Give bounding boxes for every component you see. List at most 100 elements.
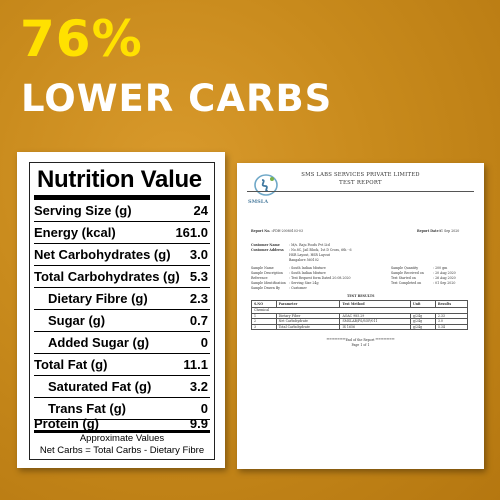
row-value: 2.3 [189, 291, 208, 306]
logo-text: SMSLA [248, 199, 269, 205]
lab-test-report: SMSLA SMS LABS SERVICES PRIVATE LIMITED … [237, 163, 484, 469]
table-header-row: S.NO Parameter Test Method Unit Results [251, 300, 469, 308]
net-carbs-formula: Net Carbs = Total Carbs - Dietary Fibre [39, 445, 205, 456]
nutrition-row: Sugar (g) 0.7 [34, 310, 210, 332]
nutrition-facts-box: Nutrition Value Serving Size (g) 24 Ener… [29, 162, 215, 460]
row-value: 5.3 [189, 269, 208, 284]
nutrition-row: Serving Size (g) 24 [34, 200, 210, 222]
row-label: Total Fat (g) [34, 357, 108, 372]
row-label: Protein (g) [34, 415, 99, 431]
row-value: 0.7 [189, 313, 208, 328]
nutrition-row: Added Sugar (g) 0 [34, 332, 210, 354]
table-section-row: Chemical [251, 307, 468, 314]
nutrition-row: Total Carbohydrates (g) 5.3 [34, 266, 210, 288]
row-label: Total Carbohydrates (g) [34, 269, 180, 284]
nutrition-footnote: Approximate Values [79, 433, 165, 444]
test-started-label: Test Started on [391, 276, 416, 280]
sample-identification-label: Sample Identification [251, 281, 286, 285]
table-cell: g/24g [409, 323, 436, 331]
nutrition-title: Nutrition Value [37, 166, 202, 193]
row-value: 11.1 [183, 357, 208, 372]
table-cell: AOAC 985.29 [339, 312, 411, 320]
sample-drawn-label: Sample Drawn By [251, 286, 280, 290]
table-cell: 5.34 [434, 323, 469, 331]
row-label: Serving Size (g) [34, 203, 132, 218]
test-completed: : 01 Sep 2020 [433, 281, 456, 285]
end-of-report: ************End of the Report **********… [326, 338, 395, 342]
header-cell: Unit [409, 300, 436, 308]
customer-address: : No.8C, Jail Block, 1st D Cross, 6th - … [289, 248, 352, 252]
table-row: 3 Total Carbohydrate IS 1656 g/24g 5.34 [251, 323, 469, 331]
sample-description: : South Indian Mixture [289, 271, 326, 275]
sample-received-label: Sample Received on [391, 271, 424, 275]
table-row: 2 Net Carbohydrate SMSLAB/FS/SOP/011 g/2… [251, 318, 469, 325]
thick-divider [34, 195, 210, 200]
report-date-label: Report Date : [417, 229, 441, 233]
sample-name: : South Indian Mixture [289, 266, 326, 270]
nutrition-row: Total Fat (g) 11.1 [34, 354, 210, 376]
reference: : Test Request form Dated 20.08.2020 [289, 276, 351, 280]
row-value: 161.0 [175, 225, 208, 240]
header-rule [247, 191, 474, 192]
report-title: TEST REPORT [339, 180, 382, 186]
row-value: 3.2 [189, 379, 208, 394]
sample-identification: : Serving Size 24g [289, 281, 319, 285]
sample-name-label: Sample Name [251, 266, 274, 270]
customer-name-label: Customer Name [251, 243, 280, 247]
sample-drawn: : Customer [289, 286, 307, 290]
row-label: Net Carbohydrates (g) [34, 247, 171, 262]
sample-received: : 20 Aug 2020 [433, 271, 456, 275]
row-value: 9.9 [189, 415, 208, 431]
lab-logo-icon [254, 174, 278, 196]
thick-divider [34, 430, 210, 433]
sample-description-label: Sample Description [251, 271, 283, 275]
row-label: Saturated Fat (g) [48, 379, 152, 394]
nutrition-row: Trans Fat (g) 0 [34, 398, 210, 420]
test-started: : 26 Aug 2020 [433, 276, 456, 280]
row-label: Dietary Fibre (g) [48, 291, 148, 306]
customer-address: HSR Layout, HSR Layout [289, 253, 330, 257]
nutrition-row: Energy (kcal) 161.0 [34, 222, 210, 244]
table-cell: 2.33 [434, 312, 469, 320]
row-label: Trans Fat (g) [48, 401, 127, 416]
report-no: FDH-20080103-03 [273, 229, 303, 233]
row-value: 0 [200, 335, 208, 350]
header-cell: Test Method [339, 300, 411, 308]
section-cell: Chemical [251, 307, 468, 314]
nutrition-row: Dietary Fibre (g) 2.3 [34, 288, 210, 310]
report-company: SMS LABS SERVICES PRIVATE LIMITED [301, 172, 420, 178]
row-value: 24 [193, 203, 208, 218]
nutrition-row: Saturated Fat (g) 3.2 [34, 376, 210, 398]
reference-label: Reference [251, 276, 268, 280]
page-number: Page 1 of 1 [351, 343, 370, 347]
table-cell: 3.0 [434, 318, 469, 325]
report-date: 01 Sep 2020 [439, 229, 460, 233]
nutrition-row: Net Carbohydrates (g) 3.0 [34, 244, 210, 266]
header-cell: S.NO [251, 300, 277, 308]
row-label: Energy (kcal) [34, 225, 116, 240]
row-value: 3.0 [189, 247, 208, 262]
row-label: Sugar (g) [48, 313, 106, 328]
nutrition-panel: Nutrition Value Serving Size (g) 24 Ener… [17, 152, 225, 468]
test-completed-label: Test Completed on [391, 281, 422, 285]
headline-percent: 76% [20, 10, 143, 68]
customer-address-label: Customer Address [251, 248, 284, 252]
sample-quantity-label: Sample Quantity [391, 266, 419, 270]
table-row: 1 Dietary Fiber AOAC 985.29 g/24g 2.33 [251, 312, 469, 320]
table-cell: SMSLAB/FS/SOP/011 [339, 318, 411, 325]
results-heading: TEST RESULTS [347, 294, 375, 298]
table-cell: 3 [251, 323, 277, 331]
results-table: S.NO Parameter Test Method Unit Results … [251, 300, 469, 331]
row-value: 0 [200, 401, 208, 416]
nutrition-row: Protein (g) 9.9 [34, 413, 210, 433]
sample-quantity: : 200 gm [433, 266, 448, 270]
table-cell: Total Carbohydrate [275, 323, 341, 331]
table-cell: IS 1656 [339, 323, 411, 331]
headline-subtitle: LOWER CARBS [21, 77, 333, 120]
customer-address: Bangalore 560102 [289, 258, 319, 262]
header-cell: Results [434, 300, 469, 308]
report-no-label: Report No. : [251, 229, 273, 233]
customer-name: : M/s. Raju Foods Pvt Ltd [289, 243, 330, 247]
row-label: Added Sugar (g) [48, 335, 150, 350]
header-cell: Parameter [275, 300, 341, 308]
